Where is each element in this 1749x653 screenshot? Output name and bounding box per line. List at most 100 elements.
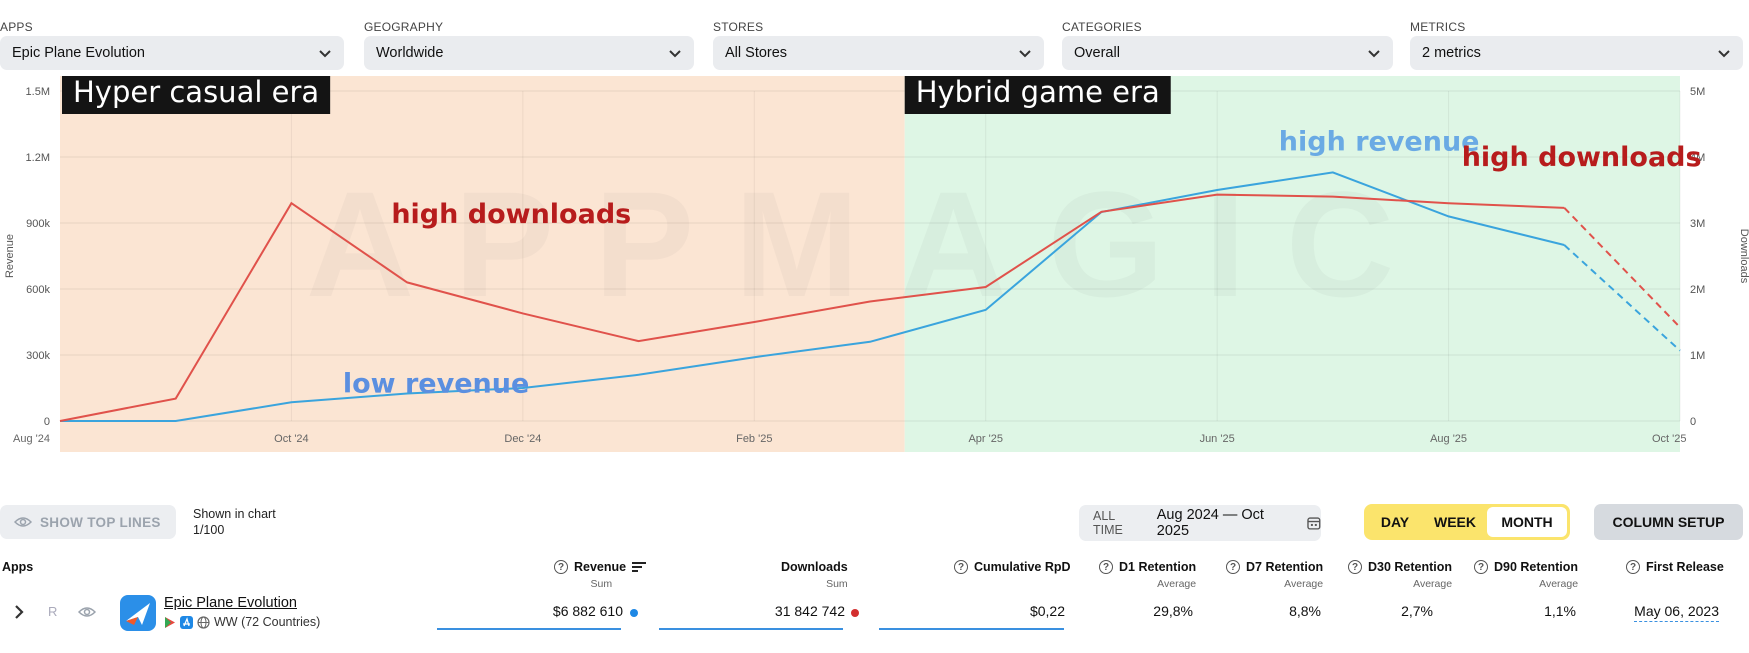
apps-select[interactable]: Epic Plane Evolution	[0, 36, 344, 70]
y2-tick-label: 4M	[1690, 152, 1705, 164]
shown-in-chart-count: 1/100	[193, 523, 225, 537]
y-tick-label: 600k	[26, 284, 50, 296]
show-top-lines-button[interactable]: SHOW TOP LINES	[0, 505, 176, 539]
filter-stores: STORES All Stores	[713, 18, 1044, 70]
globe-icon	[197, 615, 210, 629]
watermark: APPMAGIC	[306, 160, 1434, 328]
revenue-value: $6 882 610	[552, 603, 623, 619]
era-band-1	[904, 76, 1680, 452]
help-icon[interactable]: ?	[554, 560, 568, 574]
x-tick-label: Apr '25	[968, 433, 1003, 445]
shown-in-chart: Shown in chart 1/100	[193, 506, 276, 538]
help-icon[interactable]: ?	[1099, 560, 1113, 574]
rpd-bar	[879, 628, 1064, 630]
col-d7-label: D7 Retention	[1246, 560, 1324, 574]
metrics-select[interactable]: 2 metrics	[1410, 36, 1743, 70]
app-store-icon	[180, 615, 193, 629]
date-range-value: Aug 2024 — Oct 2025	[1156, 507, 1264, 539]
help-icon[interactable]: ?	[954, 560, 968, 574]
col-release-label: First Release	[1646, 560, 1724, 574]
granularity-week[interactable]: WEEK	[1434, 514, 1476, 530]
annotation-label: high downloads	[391, 199, 631, 230]
chevron-right-icon[interactable]	[12, 603, 26, 621]
categories-select-value: Overall	[1074, 45, 1120, 61]
filter-geography-label: GEOGRAPHY	[364, 20, 444, 34]
help-icon[interactable]: ?	[1474, 560, 1488, 574]
stores-select[interactable]: All Stores	[713, 36, 1044, 70]
filter-categories-label: CATEGORIES	[1062, 20, 1142, 34]
era-label-0: Hyper casual era	[73, 76, 319, 109]
revenue-dot	[630, 609, 638, 617]
column-setup-button[interactable]: COLUMN SETUP	[1594, 504, 1743, 540]
sort-icon[interactable]	[632, 561, 647, 573]
y2-tick-label: 3M	[1690, 218, 1705, 230]
col-revenue-label: Revenue	[574, 560, 627, 574]
y2-tick-label: 1M	[1690, 350, 1705, 362]
d30-value: 2,7%	[1401, 603, 1433, 619]
y-tick-label: 900k	[26, 218, 50, 230]
col-d30-retention[interactable]: ? D30 Retention Average	[1348, 560, 1453, 590]
era-label-1: Hybrid game era	[916, 76, 1160, 109]
downloads-dot	[851, 609, 859, 617]
col-downloads[interactable]: Downloads Sum	[781, 560, 848, 590]
col-d30-label: D30 Retention	[1368, 560, 1453, 574]
col-d90-sub: Average	[1539, 578, 1579, 590]
app-name-link[interactable]: Epic Plane Evolution	[164, 595, 297, 611]
calendar-icon	[1307, 517, 1321, 530]
col-d1-retention[interactable]: ? D1 Retention Average	[1099, 560, 1196, 590]
y-tick-label: 300k	[26, 350, 50, 362]
revenue-bar	[437, 628, 621, 630]
chevron-down-icon	[1368, 50, 1380, 58]
series-line-forecast-0	[1563, 244, 1681, 352]
chart-controls: SHOW TOP LINES Shown in chart 1/100 ALL …	[0, 502, 1749, 542]
downloads-bar	[659, 628, 843, 630]
granularity-month[interactable]: MONTH	[1487, 507, 1567, 537]
chevron-down-icon	[1718, 50, 1730, 58]
x-tick-label: Oct '25	[1652, 433, 1687, 445]
era-label-bg-1	[904, 76, 1171, 114]
rpd-value: $0,22	[1029, 603, 1065, 619]
series-line-1	[59, 193, 1565, 422]
col-d7-retention[interactable]: ? D7 Retention Average	[1226, 560, 1324, 590]
x-tick-label: Aug '24	[13, 433, 50, 445]
col-first-release[interactable]: ? First Release	[1626, 560, 1724, 574]
series-line-0	[60, 171, 1565, 422]
region-label: WW (72 Countries)	[214, 615, 321, 629]
x-tick-label: Feb '25	[736, 433, 772, 445]
geography-select[interactable]: Worldwide	[364, 36, 694, 70]
granularity-toggle: DAY WEEK MONTH	[1364, 504, 1570, 540]
col-revenue[interactable]: ? Revenue Sum	[554, 560, 647, 590]
filters-bar: APPS Epic Plane Evolution GEOGRAPHY Worl…	[0, 0, 1749, 76]
col-d1-sub: Average	[1157, 578, 1197, 590]
chevron-down-icon	[1019, 50, 1031, 58]
d7-value: 8,8%	[1289, 603, 1321, 619]
x-tick-label: Aug '25	[1430, 433, 1467, 445]
table-row[interactable]: R Epic Plane Evolution WW (72 Countries)…	[0, 595, 1749, 653]
filter-apps-label: APPS	[0, 20, 33, 34]
show-top-lines-label: SHOW TOP LINES	[40, 514, 161, 530]
filter-geography: GEOGRAPHY Worldwide	[364, 18, 694, 70]
col-d90-retention[interactable]: ? D90 Retention Average	[1474, 560, 1578, 590]
col-cumulative-rpd[interactable]: ? Cumulative RpD	[954, 560, 1071, 574]
help-icon[interactable]: ?	[1348, 560, 1362, 574]
granularity-day[interactable]: DAY	[1380, 514, 1410, 530]
eye-icon[interactable]	[78, 606, 96, 618]
help-icon[interactable]: ?	[1626, 560, 1640, 574]
x-tick-label: Jun '25	[1200, 433, 1235, 445]
date-range-picker[interactable]: ALL TIME Aug 2024 — Oct 2025	[1079, 505, 1321, 541]
col-apps-label: Apps	[2, 560, 34, 574]
series-line-forecast-1	[1563, 207, 1681, 328]
apps-select-value: Epic Plane Evolution	[12, 45, 145, 61]
help-icon[interactable]: ?	[1226, 560, 1240, 574]
annotation-label: high downloads	[1462, 142, 1702, 173]
col-rpd-label: Cumulative RpD	[974, 560, 1071, 574]
categories-select[interactable]: Overall	[1062, 36, 1393, 70]
col-revenue-sub: Sum	[590, 578, 613, 590]
release-date[interactable]: May 06, 2023	[1634, 603, 1719, 622]
filter-categories: CATEGORIES Overall	[1062, 18, 1393, 70]
stores-select-value: All Stores	[725, 45, 788, 61]
app-icon[interactable]	[120, 595, 156, 631]
google-play-icon	[165, 616, 175, 628]
y-tick-label: 0	[44, 416, 50, 428]
x-tick-label: Oct '24	[274, 433, 309, 445]
